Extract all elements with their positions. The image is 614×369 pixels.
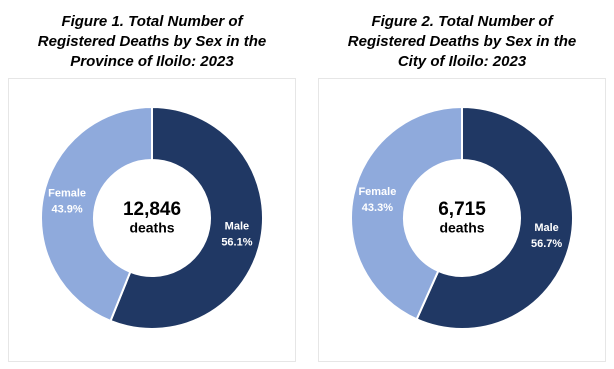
- chart-title: Figure 2. Total Number of Registered Dea…: [347, 13, 577, 70]
- center-value: 12,846: [123, 199, 181, 220]
- slice: [350, 105, 463, 321]
- center-text: deaths: [129, 220, 174, 236]
- slice-value-label: 43.9%: [51, 203, 82, 215]
- chart-panel: [318, 78, 606, 362]
- slice-value-label: 56.7%: [531, 238, 562, 250]
- center-value: 6,715: [438, 199, 486, 220]
- chart-panel: [8, 78, 296, 362]
- slice-value-label: 43.3%: [362, 202, 393, 214]
- slice-label: Male: [534, 222, 558, 234]
- center-text: deaths: [439, 220, 484, 236]
- slice-label: Male: [225, 220, 249, 232]
- chart-title: Figure 1. Total Number of Registered Dea…: [37, 13, 267, 70]
- slice: [415, 105, 574, 330]
- slice: [109, 105, 264, 330]
- slice-label: Female: [358, 186, 396, 198]
- slice-value-label: 56.1%: [221, 236, 252, 248]
- slice-label: Female: [48, 187, 86, 199]
- slice: [40, 105, 153, 323]
